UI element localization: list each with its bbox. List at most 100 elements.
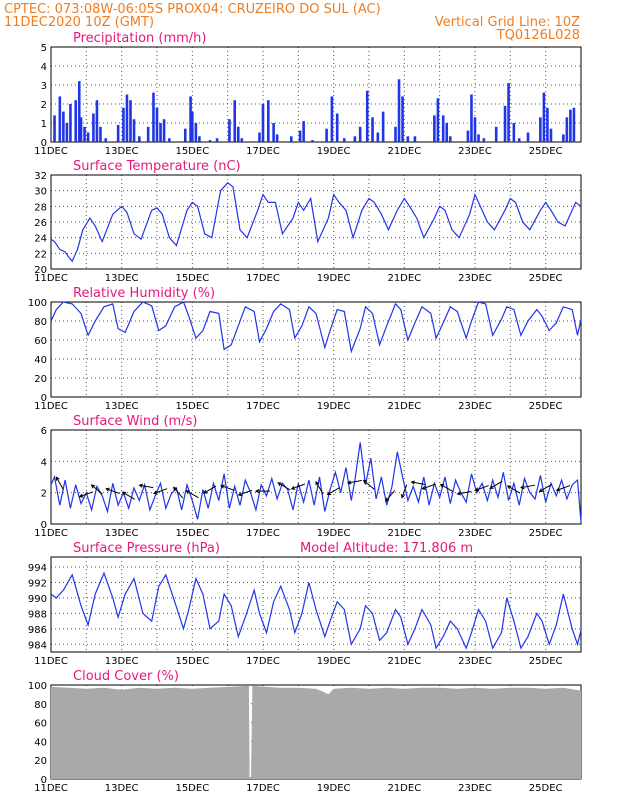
wind-arrow [440,484,454,492]
wind-arrow [363,479,375,490]
temperature-series-line [50,181,582,263]
cloud-cover-panel: 0 20 40 60 80 100 Cloud Cover (%) 11DEC 13DEC 15D… [28,669,582,794]
ticklabels-pressure: 13DEC [105,656,139,667]
wind-arrowhead [121,491,127,496]
ticklabels-precip: 25DEC [529,146,563,157]
wind-arrowhead [90,484,96,489]
panels: 0 1 2 3 4 5 Precipitation (mm/h) 11DEC 13DEC 15DE… [28,31,582,794]
precipitation-bar [562,134,565,142]
wind-arrowhead [489,485,494,489]
ticklabels-cloud: 17DEC [246,783,280,794]
precipitation-bar [258,132,261,142]
precipitation-ytick-label: 5 [41,43,47,54]
precipitation-bar [330,96,334,142]
ticklabels-rh: 23DEC [458,401,492,412]
precipitation-bar [65,123,69,142]
temperature-ytick-label: 32 [34,171,47,182]
precipitation-bar [358,126,362,142]
wind-arrow [139,484,154,489]
precipitation-bar [517,138,521,142]
wind-arrowhead [520,485,525,490]
wind-arrowhead [555,487,561,492]
precipitation-bar [397,79,401,142]
wind-arrowhead [410,480,416,485]
wind-arrowhead [538,488,544,492]
precipitation-bar [162,119,166,142]
wind-arrowhead [290,485,296,490]
precipitation-bar [208,140,212,142]
temperature-ytick-label: 30 [34,187,47,198]
precipitation-bar [470,94,473,142]
ticklabels-wind: 15DEC [175,528,209,539]
precipitation-bar [512,123,516,142]
ticklabels-temp: 21DEC [387,273,421,284]
precipitation-bar [371,117,374,142]
wind-arrow [411,481,426,485]
temperature-ytick-label: 20 [34,265,47,276]
wind-arrowhead [456,491,461,496]
precipitation-bar [146,126,150,142]
ticklabels-wind: 11DEC [34,528,68,539]
precipitation-bar [381,111,385,142]
pressure-ytick-label: 994 [28,563,47,574]
precipitation-bar [215,138,219,142]
precipitation-bar [53,115,56,142]
precipitation-bar [302,121,305,142]
precipitation-bar [436,98,440,142]
ticklabels-wind: 25DEC [529,528,563,539]
wind-arrowhead [254,488,260,494]
precipitation-bar [236,126,240,142]
wind-arrowhead [185,490,190,494]
precipitation-bar [272,123,275,142]
wind-arrowhead [385,497,390,502]
precipitation-bar [267,100,270,142]
precipitation-bar [261,104,265,142]
ticklabels-temp: 17DEC [246,273,280,284]
wind-arrow [556,485,571,491]
precipitation-bar [155,107,159,142]
humidity-ytick-label: 60 [34,336,47,347]
wind-arrowhead [474,487,480,492]
precipitation-bar [572,107,576,142]
cloud-cover-ytick-label: 100 [28,681,47,692]
wind-arrowhead [105,487,110,492]
ticklabels-wind: 17DEC [246,528,280,539]
humidity-frame [50,301,582,398]
precipitation-bar [69,104,72,142]
wind-arrow [153,488,168,494]
wind-arrowhead [203,489,208,494]
cloud-cover-ytick-label: 20 [34,756,47,767]
wind-ytick-label: 4 [41,457,47,468]
precipitation-bar [198,136,201,142]
precipitation-bar [342,138,346,142]
pressure-ytick-label: 992 [28,578,47,589]
precipitation-bar [74,100,78,142]
precipitation-bar [183,128,187,142]
humidity-ytick-label: 40 [34,355,47,366]
wind-arrow [291,483,306,490]
temperature-ytick-label: 22 [34,249,47,260]
wind-arrow [422,483,436,490]
ticklabels-pressure: 21DEC [387,656,421,667]
precipitation-bar [298,130,302,142]
precipitation-ytick-label: 0 [41,138,47,149]
wind-arrowhead [439,483,445,488]
precipitation-bar [413,136,417,142]
wind-arrow [122,491,136,500]
wind-arrowhead [237,492,243,497]
precipitation-bar [132,119,136,142]
ticklabels-pressure: 15DEC [175,656,209,667]
precipitation-bar [503,105,507,142]
cloud-cover-ytick-label: 40 [34,737,47,748]
precipitation-ytick-label: 4 [41,62,47,73]
ticklabels-rh: 15DEC [175,401,209,412]
precipitation-ytick-label: 2 [41,100,47,111]
ticklabels-temp: 19DEC [317,273,351,284]
ticklabels-pressure: 11DEC [34,656,68,667]
temperature-frame [50,174,582,270]
precipitation-bar [194,123,198,142]
ticklabels-precip: 15DEC [175,146,209,157]
wind-arrow [539,484,552,492]
precipitation-bar [58,96,62,142]
wind-arrowhead [400,494,405,499]
